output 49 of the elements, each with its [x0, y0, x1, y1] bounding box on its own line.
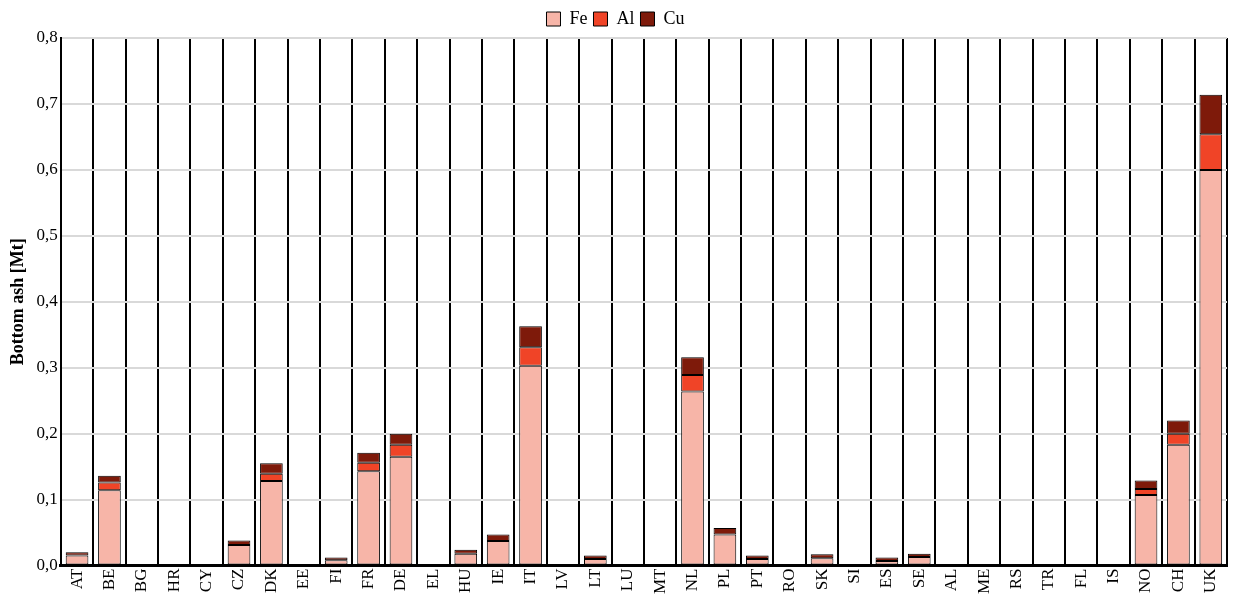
- x-tick-label: EE: [293, 568, 313, 590]
- x-tick-label: HR: [163, 567, 183, 593]
- x-tick-label: SK: [811, 567, 831, 591]
- legend-label: Fe: [569, 7, 588, 28]
- legend-label: Cu: [663, 7, 685, 28]
- x-tick-label: ME: [973, 568, 993, 594]
- x-tick-label: EL: [422, 568, 442, 590]
- y-tick-label: 0,5: [36, 225, 58, 245]
- y-axis-title: Bottom ash [Mt]: [7, 238, 28, 366]
- x-tick-label: AL: [941, 568, 961, 592]
- x-tick-label: TR: [1038, 567, 1058, 591]
- x-tick-label: DE: [390, 568, 410, 592]
- x-tick-label: BE: [98, 568, 118, 591]
- x-tick-label: PT: [746, 567, 766, 589]
- x-tick-label: SI: [843, 568, 863, 584]
- x-tick-label: UK: [1200, 567, 1220, 594]
- x-tick-label: FL: [1070, 568, 1090, 589]
- x-tick-label: NL: [681, 568, 701, 592]
- x-tick-label: AT: [66, 567, 86, 590]
- x-tick-label: DK: [260, 567, 280, 594]
- x-tick-label: RS: [1005, 568, 1025, 590]
- x-tick-label: LT: [584, 567, 604, 588]
- y-tick-label: 0,8: [36, 27, 58, 47]
- x-tick-label: CH: [1167, 568, 1187, 593]
- legend-label: Al: [616, 7, 635, 28]
- y-tick-label: 0,6: [36, 159, 58, 179]
- x-tick-label: PL: [714, 568, 734, 589]
- x-tick-label: RO: [779, 568, 799, 593]
- x-tick-label: SE: [908, 568, 928, 589]
- x-tick-label: CY: [196, 568, 216, 593]
- x-tick-label: HU: [455, 568, 475, 594]
- x-tick-label: IE: [487, 568, 507, 585]
- x-tick-label: LV: [552, 567, 572, 590]
- x-tick-label: IT: [520, 567, 540, 585]
- y-tick-label: 0,3: [36, 357, 58, 377]
- y-tick-label: 0,1: [36, 489, 58, 509]
- y-tick-label: 0,2: [36, 423, 58, 443]
- x-tick-label: FR: [358, 567, 378, 590]
- x-tick-label: LU: [617, 568, 637, 592]
- y-tick-label: 0,4: [36, 291, 59, 311]
- x-tick-label: NO: [1135, 568, 1155, 594]
- y-tick-label: 0,0: [36, 554, 58, 574]
- x-tick-label: IS: [1103, 568, 1123, 584]
- x-tick-label: ES: [876, 568, 896, 589]
- x-tick-label: FI: [325, 568, 345, 584]
- x-tick-label: BG: [131, 568, 151, 593]
- x-tick-label: CZ: [228, 568, 248, 591]
- y-tick-label: 0,7: [36, 93, 59, 113]
- x-tick-label: MT: [649, 567, 669, 594]
